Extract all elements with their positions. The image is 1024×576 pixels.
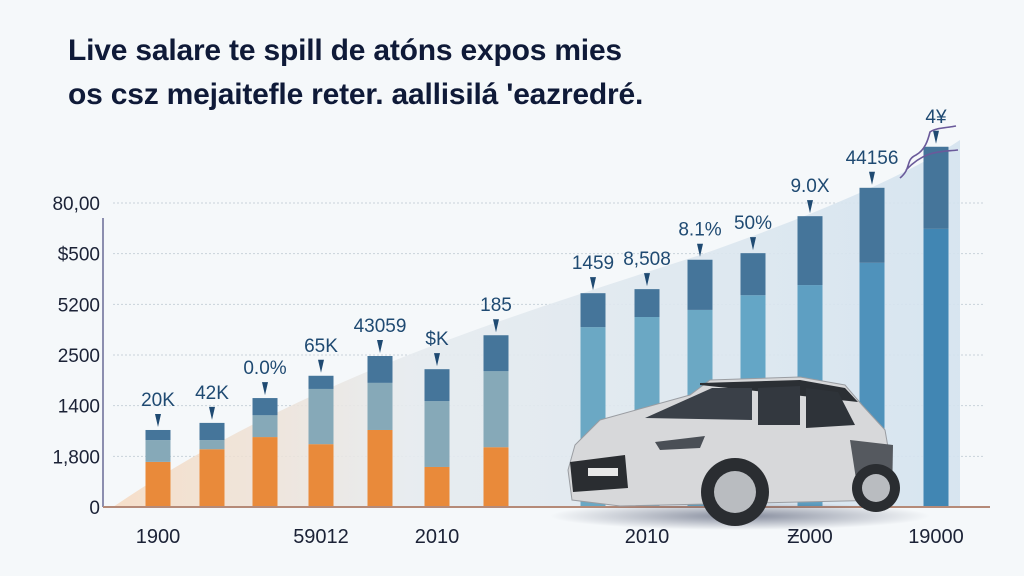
pointer-marker-icon [262, 382, 268, 396]
bar-segment [308, 444, 334, 507]
bar-segment [634, 289, 660, 317]
bar-value-label: 8.1% [678, 220, 721, 241]
pointer-marker-icon [807, 200, 813, 214]
bar-segment [145, 461, 171, 507]
trend-arrow-squiggle [899, 125, 959, 179]
y-tick-label: 80,00 [52, 194, 100, 215]
y-tick-label: $500 [58, 245, 100, 266]
bar-segment [199, 440, 225, 450]
bar-segment [797, 216, 823, 286]
bar-value-label: 8,508 [623, 249, 671, 270]
bar-segment [199, 422, 225, 441]
bar-segment [483, 447, 509, 507]
bar-segment [367, 356, 393, 383]
pointer-marker-icon [318, 359, 324, 373]
y-axis-labels: 0 1,800 1400 2500 5200 $500 80,00 [52, 194, 100, 519]
bar-value-label: 4¥ [925, 107, 947, 128]
bar-segment [252, 415, 278, 438]
y-tick-label: 5200 [58, 295, 100, 316]
pointer-marker-icon [869, 171, 875, 185]
pointer-marker-icon [644, 273, 650, 287]
bar-value-label: 65K [304, 336, 338, 357]
bar-segment [483, 335, 509, 372]
bar-value-label: 185 [480, 295, 512, 316]
bar-segment [308, 388, 334, 445]
bar-segment [740, 253, 766, 296]
x-tick-label: 19000 [908, 526, 964, 548]
bar-segment [923, 228, 949, 507]
y-tick-label: 0 [89, 498, 100, 519]
bar-value-label: 20K [141, 390, 175, 411]
bar-segment [367, 429, 393, 507]
pointer-marker-icon [933, 130, 939, 144]
bar-value-label: 44156 [846, 148, 899, 169]
bar-segment [424, 369, 450, 402]
x-axis-labels: 1900 59012 2010 2010 Ƶ000 19000 [136, 526, 964, 548]
bar-segment [252, 437, 278, 507]
pointer-marker-icon [750, 237, 756, 251]
bar-segment [483, 371, 509, 448]
title-line-1: Live salare te spill de atóns expos mies [68, 34, 622, 67]
bar-segment [199, 449, 225, 507]
car-image [550, 376, 930, 530]
y-tick-label: 1400 [58, 397, 100, 418]
bar-segment [252, 398, 278, 416]
pointer-marker-icon [697, 243, 703, 257]
bar-segment [424, 466, 450, 507]
bar-value-label: 9.0X [790, 176, 829, 197]
bar-value-label: 1459 [572, 253, 614, 274]
bar-segment [145, 429, 171, 441]
pointer-marker-icon [155, 413, 161, 427]
pointer-marker-icon [377, 340, 383, 354]
pointer-marker-icon [434, 353, 440, 367]
bar-segment [580, 293, 606, 328]
bar-segment [923, 146, 949, 229]
bar-labels: 20K 42K 0.0% 65K 43059 $K 185 1459 8,508 8.1% 50% 9… [141, 107, 947, 427]
x-tick-label: 2010 [415, 526, 460, 548]
bar-segment [308, 375, 334, 389]
x-tick-label: 59012 [293, 526, 349, 548]
x-tick-label: 2010 [625, 526, 670, 548]
pointer-marker-icon [590, 277, 596, 291]
title-line-2: os csz mejaitefle reter. aallisilá 'eazr… [68, 78, 644, 111]
bar-value-label: 50% [734, 213, 772, 234]
bar-value-label: 43059 [354, 316, 407, 337]
bar-value-label: 42K [195, 383, 229, 404]
bar-segment [687, 259, 713, 310]
x-tick-label: Ƶ000 [787, 526, 833, 548]
x-tick-label: 1900 [136, 526, 181, 548]
bar-segment [859, 187, 885, 263]
bar-value-label: $K [425, 329, 449, 350]
y-tick-label: 2500 [58, 346, 100, 367]
bar-value-label: 0.0% [243, 358, 286, 379]
bar-segment [424, 401, 450, 467]
y-tick-label: 1,800 [52, 447, 100, 468]
bar-segment [145, 440, 171, 462]
bar-segment [367, 382, 393, 430]
pointer-marker-icon [209, 406, 215, 420]
pointer-marker-icon [493, 319, 499, 333]
